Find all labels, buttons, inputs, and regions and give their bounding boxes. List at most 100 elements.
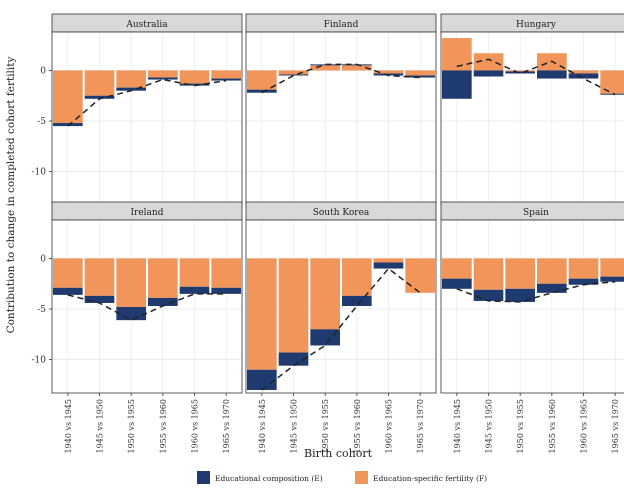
y-tick-label: -5 — [37, 117, 46, 127]
bar-educational-composition — [116, 87, 146, 91]
bar-education-specific-fertility — [600, 258, 624, 277]
y-tick-label: -10 — [32, 356, 47, 366]
bar-education-specific-fertility — [211, 70, 241, 79]
bar-education-specific-fertility — [148, 258, 178, 298]
bar-educational-composition — [278, 74, 309, 76]
bar-educational-composition — [373, 262, 404, 269]
bar-educational-composition — [84, 95, 115, 99]
bar-education-specific-fertility — [247, 258, 277, 370]
x-tick-label: 1965 vs 1970 — [222, 399, 231, 453]
total-change-line — [456, 280, 616, 303]
bar-educational-composition — [442, 278, 472, 289]
y-tick-label: 0 — [40, 66, 46, 76]
bar-education-specific-fertility — [505, 70, 535, 72]
bar-education-specific-fertility — [405, 70, 435, 76]
bar-educational-composition — [53, 123, 83, 127]
panel-title: Finland — [324, 20, 359, 30]
bar-educational-composition — [537, 283, 567, 293]
bar-education-specific-fertility — [179, 70, 210, 84]
x-tick-label: 1945 vs 1950 — [96, 399, 105, 453]
bar-educational-composition — [310, 64, 340, 66]
bar-educational-composition — [53, 287, 83, 295]
y-tick-label: 0 — [40, 254, 46, 264]
bar-education-specific-fertility — [53, 258, 83, 288]
total-change-line — [261, 267, 421, 391]
bar-educational-composition — [342, 295, 372, 306]
bar-educational-composition — [568, 278, 599, 285]
bar-educational-composition — [568, 73, 599, 79]
bar-education-specific-fertility — [84, 258, 115, 296]
x-tick-label: 1960 vs 1965 — [191, 399, 200, 453]
y-tick-label: -5 — [37, 305, 46, 315]
x-tick-label: 1960 vs 1965 — [385, 399, 394, 453]
bar-educational-composition — [442, 70, 472, 99]
bar-education-specific-fertility — [442, 38, 472, 71]
total-change-line — [67, 78, 227, 127]
bar-educational-composition — [473, 70, 504, 77]
bar-education-specific-fertility — [310, 258, 340, 330]
bar-educational-composition — [116, 307, 146, 321]
x-tick-label: 1965 vs 1970 — [611, 399, 620, 453]
legend-label-education-specific-fertility: Education-specific fertility (F) — [373, 474, 487, 483]
bar-education-specific-fertility — [278, 70, 309, 75]
panel-border — [51, 219, 243, 394]
bar-educational-composition — [278, 352, 309, 366]
bar-education-specific-fertility — [600, 70, 624, 94]
bar-education-specific-fertility — [442, 258, 472, 279]
bar-education-specific-fertility — [179, 258, 210, 287]
x-tick-label: 1965 vs 1970 — [416, 399, 425, 453]
x-tick-label: 1955 vs 1960 — [353, 399, 362, 453]
x-tick-label: 1950 vs 1955 — [127, 399, 136, 453]
panel-title: Hungary — [516, 20, 557, 30]
x-tick-label: 1940 vs 1945 — [64, 399, 73, 453]
bar-educational-composition — [148, 297, 178, 306]
x-tick-label: 1950 vs 1955 — [516, 399, 525, 453]
y-axis-title: Contribution to change in completed coho… — [5, 57, 17, 334]
bar-educational-composition — [537, 70, 567, 79]
y-tick-label: -10 — [32, 168, 47, 178]
panel-title: Spain — [523, 208, 549, 218]
bar-educational-composition — [373, 73, 404, 76]
bar-education-specific-fertility — [473, 258, 504, 290]
panel-background — [441, 220, 624, 393]
x-tick-label: 1955 vs 1960 — [159, 399, 168, 453]
x-tick-label: 1940 vs 1945 — [258, 399, 267, 453]
bar-education-specific-fertility — [310, 65, 340, 71]
x-tick-label: 1950 vs 1955 — [321, 399, 330, 453]
bar-education-specific-fertility — [116, 70, 146, 88]
bar-educational-composition — [247, 369, 277, 390]
panel-title: Australia — [125, 20, 168, 30]
bar-educational-composition — [84, 295, 115, 303]
x-tick-label: 1940 vs 1945 — [453, 399, 462, 453]
bar-educational-composition — [473, 289, 504, 301]
x-tick-label: 1945 vs 1950 — [290, 399, 299, 453]
bar-educational-composition — [405, 75, 435, 78]
bar-education-specific-fertility — [247, 70, 277, 90]
bar-education-specific-fertility — [537, 258, 567, 284]
bar-education-specific-fertility — [148, 70, 178, 78]
bar-educational-composition — [505, 288, 535, 302]
legend-swatch-education-specific-fertility — [355, 471, 368, 484]
panel-background — [246, 32, 436, 205]
bar-educational-composition — [310, 329, 340, 346]
panel-border — [245, 219, 437, 394]
panel-border — [440, 219, 624, 394]
x-axis-title: Birth cohort — [304, 447, 373, 460]
bar-educational-composition — [505, 71, 535, 74]
bar-educational-composition — [148, 77, 178, 80]
bar-education-specific-fertility — [473, 53, 504, 71]
panel-background — [52, 220, 242, 393]
panel-background — [246, 220, 436, 393]
bar-education-specific-fertility — [116, 258, 146, 308]
x-tick-label: 1945 vs 1950 — [485, 399, 494, 453]
bar-education-specific-fertility — [505, 258, 535, 289]
panel-title: Ireland — [131, 208, 164, 218]
x-tick-label: 1960 vs 1965 — [580, 399, 589, 453]
panel-title: South Korea — [313, 208, 370, 218]
bar-educational-composition — [211, 287, 241, 294]
bar-educational-composition — [211, 78, 241, 81]
total-change-line — [261, 63, 421, 94]
total-change-line — [67, 293, 227, 322]
